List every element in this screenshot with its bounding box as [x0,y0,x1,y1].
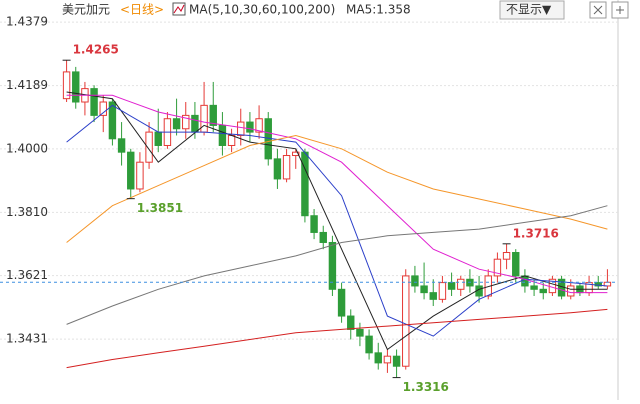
indicator-icon[interactable] [172,2,186,16]
candle-body [127,151,135,190]
candle-body [218,124,227,146]
y-tick-label: 1.4379 [6,15,48,29]
y-tick-label: 1.4189 [6,78,48,92]
candle-body [429,292,437,300]
candle-body [392,355,401,367]
annotation-label: 1.3851 [137,201,183,215]
y-tick-label: 1.3431 [6,332,48,346]
candle-body [255,118,263,133]
moving-average-line [66,134,608,243]
header: 美元加元 <日线> MA(5,10,30,60,100,200) MA5:1.3… [62,0,629,20]
moving-average-line [66,308,608,369]
candle-body [108,101,117,140]
hide-button[interactable] [499,0,565,20]
candle-body [246,121,254,133]
candle-body [319,231,327,243]
candle-body [237,121,245,136]
annotation-label: 1.3716 [513,226,559,240]
candle-body [447,282,456,290]
candle-body [209,104,217,126]
candle-body [539,288,547,294]
candle-body [457,278,465,290]
candle-body [567,285,575,297]
candle-body [328,241,337,290]
period[interactable]: <日线> [120,3,164,17]
moving-average-line [66,91,608,351]
candle-body [282,155,291,180]
indicator-value: MA5:1.358 [346,3,411,17]
candle-body [383,355,392,364]
candle-body [356,328,364,337]
candle-body [90,88,98,116]
candle-body [72,71,80,103]
candle-body [347,315,355,330]
annotation-label: 1.4265 [73,43,119,57]
hide-button-label[interactable]: 不显示▼ [506,3,552,17]
candle-body [402,275,410,367]
candle-body [512,252,520,277]
indicator-icon-glyph [173,4,185,14]
candle-body [182,114,190,130]
indicator[interactable]: MA(5,10,30,60,100,200) [189,3,335,17]
candle-body [493,258,502,277]
candle-body [438,282,447,300]
moving-average-line [66,94,608,294]
candle-body [200,104,208,133]
candle-body [502,252,511,260]
candle-body [301,151,309,217]
candle-body [292,151,300,157]
candle-body [521,275,529,287]
candle-body [62,71,71,100]
candle-body [117,138,126,153]
y-tick-label: 1.3621 [6,268,48,282]
moving-average-line [66,205,608,325]
candle-body [310,215,318,233]
annotation-label: 1.3316 [403,380,449,394]
y-tick-label: 1.4000 [6,141,48,155]
settings-icon [616,6,624,14]
candle-body [191,114,199,133]
candle-body [530,285,538,290]
candle-body [227,134,236,146]
y-tick-label: 1.3810 [6,205,48,219]
close-icon [593,5,603,15]
candle-body [172,118,181,130]
candle-body [594,282,602,287]
candle-body [365,335,373,354]
candle-body [273,158,282,180]
candle-body [420,285,428,294]
candle-body [154,131,162,146]
candle-body [337,288,346,317]
candle-body [136,161,144,190]
candle-body [99,101,107,116]
candle-body [411,275,419,287]
candle-body [145,131,153,163]
symbol-title: 美元加元 [62,3,110,17]
candle-body [374,352,382,364]
